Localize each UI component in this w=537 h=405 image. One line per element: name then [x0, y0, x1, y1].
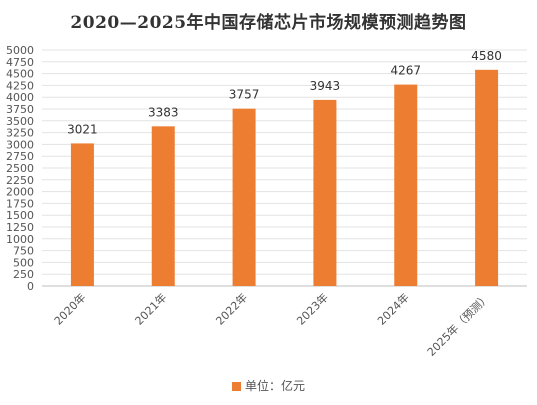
- x-tick-label: 2021年: [132, 290, 169, 327]
- y-tick-label: 4000: [6, 91, 34, 104]
- bar: [394, 84, 418, 287]
- y-tick-label: 4500: [6, 68, 34, 81]
- bar: [232, 108, 256, 286]
- legend-swatch: [231, 382, 241, 391]
- legend: 单位：亿元: [0, 377, 537, 394]
- x-tick-label: 2020年: [51, 290, 88, 327]
- y-tick-label: 5000: [6, 44, 34, 57]
- y-tick-label: 4250: [6, 79, 34, 92]
- gridlines: [42, 49, 527, 287]
- y-tick-label: 1250: [6, 221, 34, 234]
- y-tick-label: 500: [13, 256, 34, 269]
- bar: [475, 69, 499, 286]
- y-tick-label: 2000: [6, 186, 34, 199]
- y-tick-label: 2250: [6, 174, 34, 187]
- y-tick-label: 0: [27, 280, 34, 293]
- bar: [70, 143, 94, 286]
- y-tick-label: 3500: [6, 115, 34, 128]
- bar: [151, 126, 175, 286]
- bars: [70, 69, 499, 287]
- y-tick-label: 1500: [6, 209, 34, 222]
- y-tick-label: 2750: [6, 150, 34, 163]
- y-tick-label: 2500: [6, 162, 34, 175]
- x-axis: 2020年 2021年 2022年 2023年 2024年 2025年（预测）: [51, 290, 493, 359]
- y-tick-label: 1750: [6, 197, 34, 210]
- x-tick-label: 2025年（预测）: [424, 290, 493, 359]
- chart-title: 2020—2025年中国存储芯片市场规模预测趋势图: [70, 13, 467, 33]
- y-axis: 0250500750100012501500175020002250250027…: [6, 44, 34, 293]
- data-label: 3943: [310, 79, 341, 93]
- data-label: 4580: [471, 49, 502, 63]
- x-tick-label: 2023年: [294, 290, 331, 327]
- bar: [313, 99, 337, 286]
- data-label: 3383: [148, 105, 179, 119]
- x-tick-label: 2024年: [374, 290, 411, 327]
- y-tick-label: 1000: [6, 233, 34, 246]
- data-label: 3757: [229, 88, 260, 102]
- data-label: 3021: [67, 122, 98, 136]
- y-tick-label: 3000: [6, 138, 34, 151]
- data-labels: 3021 3383 3757 3943 4267 4580: [67, 49, 502, 137]
- data-label: 4267: [390, 64, 421, 78]
- x-tick-label: 2022年: [213, 290, 250, 327]
- y-tick-label: 750: [13, 245, 34, 258]
- y-tick-label: 3750: [6, 103, 34, 116]
- y-tick-label: 3250: [6, 127, 34, 140]
- y-tick-label: 4750: [6, 56, 34, 69]
- legend-label: 单位：亿元: [244, 379, 305, 393]
- y-tick-label: 250: [13, 268, 34, 281]
